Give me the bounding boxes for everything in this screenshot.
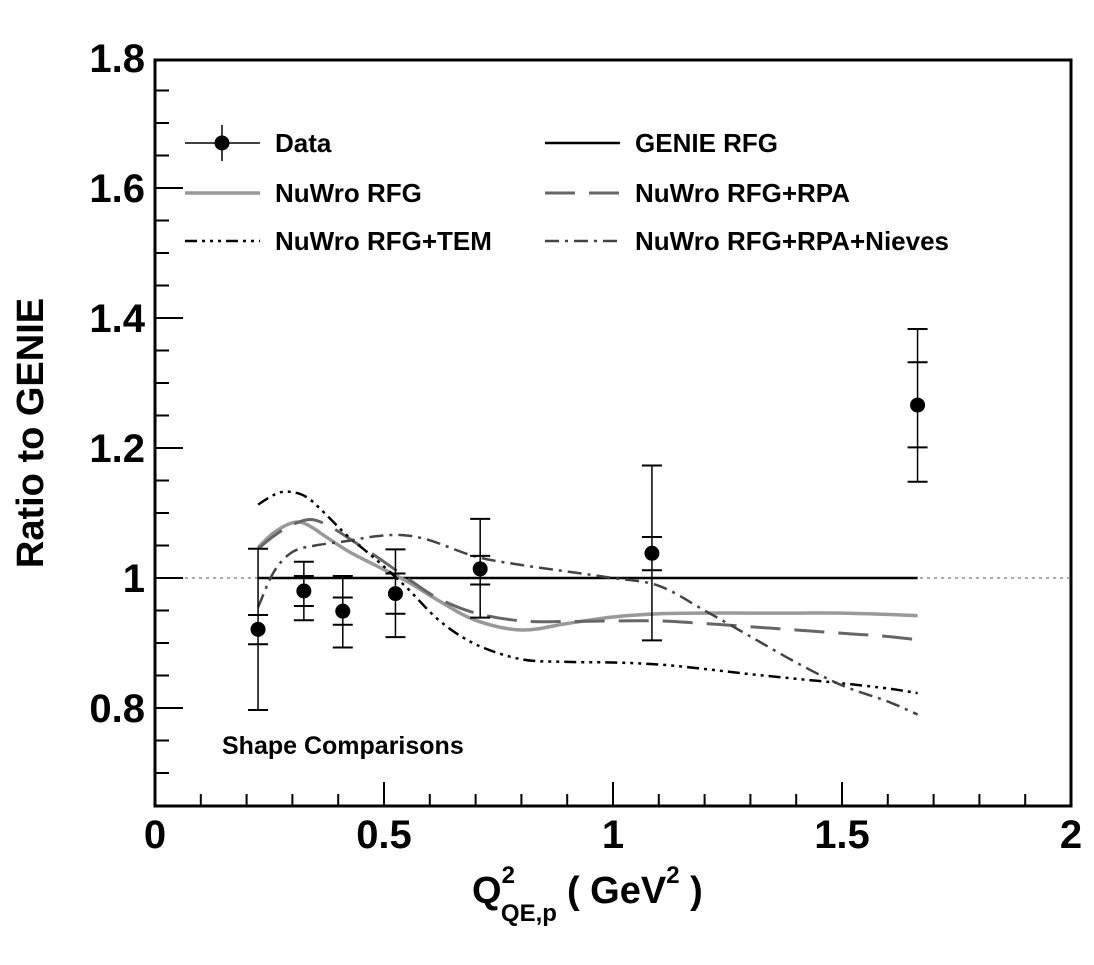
series-line-nuwro-rfg-tem: [257, 490, 918, 695]
data-points-layer: [248, 328, 928, 711]
y-tick-label: 1.2: [89, 427, 145, 471]
y-tick-label: 1.4: [89, 297, 145, 341]
y-axis-title: Ratio to GENIE: [10, 298, 52, 568]
x-tick-label: 2: [1060, 813, 1082, 857]
x-axis-title-unit-close: ): [680, 870, 703, 912]
legend-entry-5: NuWro RFG+TEM: [185, 226, 492, 256]
legend-entry-6: NuWro RFG+RPA+Nieves: [545, 226, 949, 256]
series-line-nuwro-rfg-rpa: [257, 517, 918, 642]
data-marker: [472, 561, 488, 577]
data-marker: [910, 397, 926, 413]
x-axis-title-main: Q: [472, 870, 502, 912]
data-point-4: [385, 548, 406, 639]
legend-label: NuWro RFG+TEM: [275, 226, 492, 256]
legend-entry-3: NuWro RFG: [185, 178, 422, 208]
y-tick-label: 1.6: [89, 167, 145, 211]
plot-frame: [153, 58, 1073, 808]
legend-entry-1: Data: [185, 125, 332, 161]
legend: Data GENIE RFG NuWro RFG NuWro RFG+RPA NuWro…: [185, 125, 949, 256]
x-tick-label: 0: [144, 813, 166, 857]
data-marker: [335, 603, 351, 619]
series-line-nuwro-rfg-rpa-nieves: [256, 533, 919, 716]
y-tick-label: 0.8: [89, 687, 145, 731]
data-marker: [250, 621, 266, 637]
x-axis-title-sub: QE,p: [501, 900, 557, 927]
data-point-1: [248, 547, 269, 711]
series-layer: [256, 490, 919, 716]
legend-label: NuWro RFG+RPA: [635, 178, 850, 208]
data-point-3: [332, 575, 353, 649]
legend-entry-4: NuWro RFG+RPA: [545, 178, 850, 208]
x-axis-title-unit-sup: 2: [666, 862, 679, 889]
tick-layer: 0 0.5 1 1.5 2 0.8 1 1.2 1.4 1.6 1.8: [89, 37, 1082, 857]
x-axis-title: Q2 QE,p( GeV2 ): [472, 862, 703, 927]
legend-swatch-marker: [214, 135, 230, 151]
legend-label: NuWro RFG: [275, 178, 422, 208]
data-marker: [296, 583, 312, 599]
x-axis-title-unit: ( GeV: [567, 870, 667, 912]
data-point-6: [641, 464, 662, 642]
legend-label: NuWro RFG+RPA+Nieves: [635, 226, 949, 256]
data-point-5: [470, 517, 491, 619]
x-tick-label: 0.5: [356, 813, 412, 857]
legend-entry-2: GENIE RFG: [545, 128, 778, 158]
data-marker: [387, 586, 403, 602]
annotation-shape-comparisons: Shape Comparisons: [222, 732, 464, 760]
y-tick-label: 1: [123, 557, 145, 601]
data-point-2: [293, 560, 314, 622]
legend-label: GENIE RFG: [635, 128, 778, 158]
legend-label: Data: [275, 128, 332, 158]
x-tick-label: 1.5: [814, 813, 870, 857]
y-tick-label: 1.8: [89, 37, 145, 81]
series-line-nuwro-rfg: [256, 520, 918, 632]
data-point-7: [907, 328, 928, 483]
x-axis-title-sup: 2: [502, 862, 515, 889]
x-tick-label: 1: [602, 813, 624, 857]
data-marker: [644, 545, 660, 561]
